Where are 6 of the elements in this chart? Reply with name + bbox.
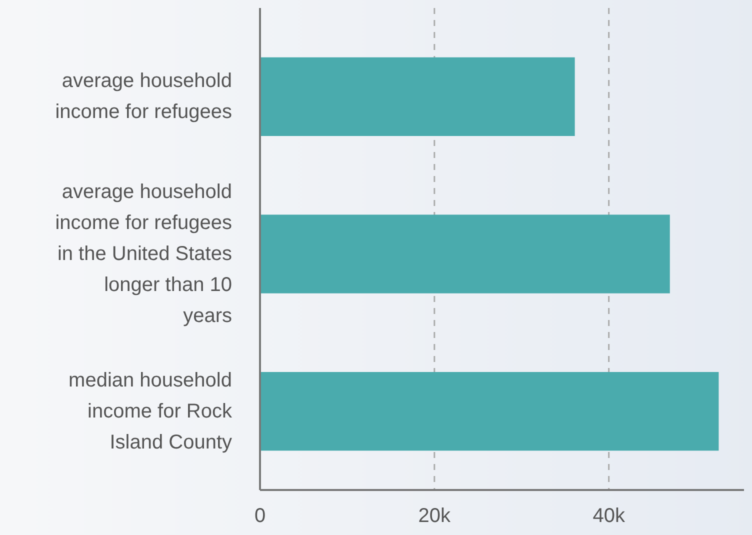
x-tick-label: 40k — [592, 505, 626, 527]
y-tick-label: median household income for Rock Island County — [68, 369, 233, 454]
y-tick-label: average household income for refugees — [55, 70, 232, 124]
x-tick-label: 0 — [254, 505, 266, 527]
x-tick-label: 20k — [418, 505, 452, 527]
y-tick-label: average household income for refugees in the United States longer than 10 years — [55, 181, 232, 327]
